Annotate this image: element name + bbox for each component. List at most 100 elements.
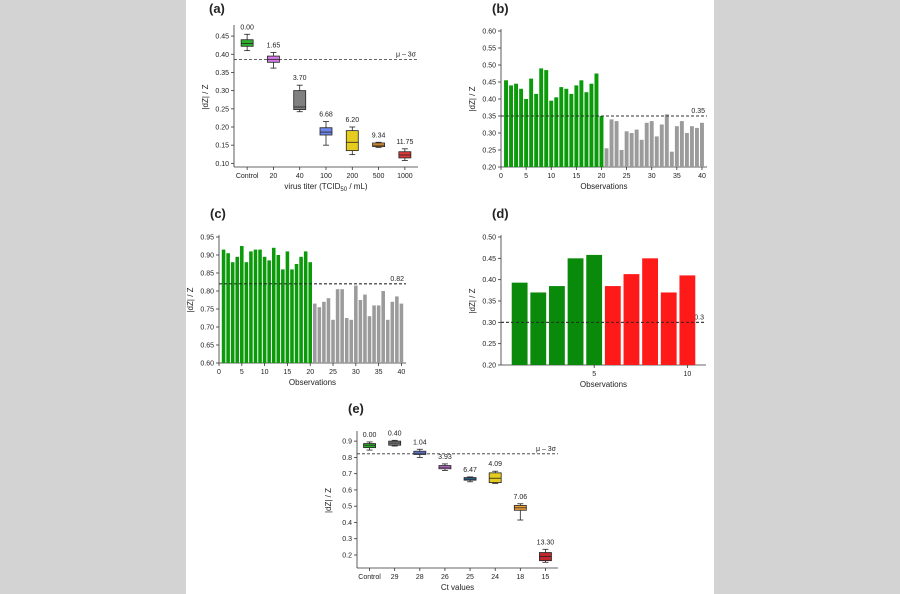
bar-31 [654, 136, 659, 167]
y-tick-label: 0.35 [215, 70, 229, 77]
bar-23 [614, 121, 619, 167]
x-axis-label: virus titer (TCID50 / mL) [284, 182, 367, 193]
x-tick-label: 15 [284, 369, 292, 376]
bar-40 [700, 122, 704, 167]
threshold-label: 0.3 [694, 314, 704, 321]
y-axis-label: |dZ| / Z [468, 288, 477, 313]
panel-label-c: (c) [210, 206, 226, 221]
bar-34 [669, 151, 674, 167]
box-value-label: 4.09 [488, 461, 502, 468]
box-value-label: 11.75 [396, 139, 413, 146]
box-value-label: 1.04 [413, 439, 427, 446]
bar-16 [290, 269, 294, 363]
x-tick-label: 25 [623, 173, 631, 180]
y-tick-label: 0.20 [215, 125, 229, 132]
bar-28 [344, 318, 349, 363]
box-4 [345, 130, 359, 152]
x-tick-label: 10 [683, 371, 691, 378]
bar-5 [524, 99, 529, 167]
bar-7 [249, 251, 253, 363]
box-5 [488, 472, 502, 484]
bar-36 [381, 291, 385, 363]
y-tick-label: 0.30 [215, 88, 229, 95]
box-value-label: 1.65 [267, 42, 281, 49]
bar-12 [559, 87, 564, 167]
bar-8 [642, 258, 659, 365]
y-tick-label: 0.25 [482, 341, 496, 348]
y-tick-label: 0.75 [200, 307, 214, 314]
bar-26 [335, 289, 340, 363]
bar-4 [235, 256, 240, 363]
box-value-label: 13.30 [537, 539, 555, 546]
bar-37 [385, 319, 390, 363]
bar-14 [281, 269, 285, 363]
bar-11 [267, 260, 271, 363]
y-axis-label: |dZ| / Z [324, 488, 333, 513]
y-tick-label: 0.15 [215, 143, 229, 150]
y-tick-label: 0.30 [482, 131, 496, 138]
bar-29 [644, 122, 649, 167]
bar-1 [221, 249, 226, 363]
y-tick-label: 0.25 [482, 148, 496, 155]
bar-8 [253, 249, 258, 363]
x-tick-label: 200 [346, 173, 358, 180]
chart-b: (b) 0.20 0.25 0.30 0.35 0.40 0.45 0.50 0.55 0.60 |… [468, 1, 707, 191]
panel-label-d: (d) [492, 206, 509, 221]
bar-15 [285, 251, 290, 363]
bar-19 [303, 251, 308, 363]
bar-16 [579, 80, 584, 167]
y-axis-label: |dZ| / Z [186, 287, 195, 312]
y-tick-label: 0.45 [482, 256, 496, 263]
bar-3 [548, 286, 565, 365]
bar-36 [679, 121, 684, 167]
x-tick-label: 28 [416, 574, 424, 581]
x-tick-label: 30 [648, 173, 656, 180]
bar-17 [584, 92, 589, 167]
y-tick-label: 0.35 [482, 114, 496, 121]
box-3 [319, 127, 333, 136]
bar-6 [244, 262, 249, 363]
bar-10 [679, 275, 696, 365]
y-tick-label: 0.7 [342, 471, 352, 478]
bar-18 [299, 256, 303, 363]
bar-2 [530, 292, 547, 365]
threshold-label: 0.35 [691, 108, 705, 115]
bar-1 [511, 282, 528, 365]
y-tick-label: 0.30 [482, 320, 496, 327]
bar-9 [544, 70, 549, 167]
panel-label-a: (a) [209, 1, 225, 16]
y-tick-label: 0.85 [200, 271, 214, 278]
x-tick-label: 0 [499, 173, 503, 180]
y-tick-label: 0.40 [482, 97, 496, 104]
bar-1 [504, 80, 508, 167]
bar-32 [363, 294, 367, 363]
bar-38 [390, 301, 395, 363]
x-tick-label: 0 [217, 369, 221, 376]
bar-3 [514, 83, 519, 167]
bar-7 [534, 93, 539, 167]
bar-18 [589, 83, 594, 167]
bar-10 [262, 256, 267, 363]
box-value-label: 6.20 [345, 117, 359, 124]
y-tick-label: 0.20 [482, 165, 496, 172]
chart-e: (e) 0.2 0.3 0.4 0.5 0.6 0.7 0.8 0.9 |dZ| / Z μ – 3… [324, 401, 558, 592]
x-tick-label: 30 [352, 369, 360, 376]
x-tick-label: 10 [261, 369, 269, 376]
box-value-label: 0.40 [388, 430, 402, 437]
y-tick-label: 0.90 [200, 253, 214, 260]
x-axis-label: Observations [580, 380, 627, 389]
y-tick-label: 0.45 [215, 34, 229, 41]
bar-27 [634, 129, 639, 167]
y-tick-label: 0.25 [215, 106, 229, 113]
y-tick-label: 0.50 [482, 63, 496, 70]
bar-14 [569, 93, 574, 167]
x-tick-label: 40 [296, 173, 304, 180]
x-axis-label: Observations [580, 182, 627, 191]
chart-c: (c) 0.60 0.65 0.70 0.75 0.80 0.85 0.90 0.95 |dZ| … [186, 206, 406, 387]
y-tick-label: 0.2 [342, 552, 352, 559]
bar-9 [258, 249, 262, 363]
bar-21 [313, 303, 317, 363]
panel-label-e: (e) [348, 401, 364, 416]
x-tick-label: 29 [391, 574, 399, 581]
bar-38 [689, 126, 694, 167]
